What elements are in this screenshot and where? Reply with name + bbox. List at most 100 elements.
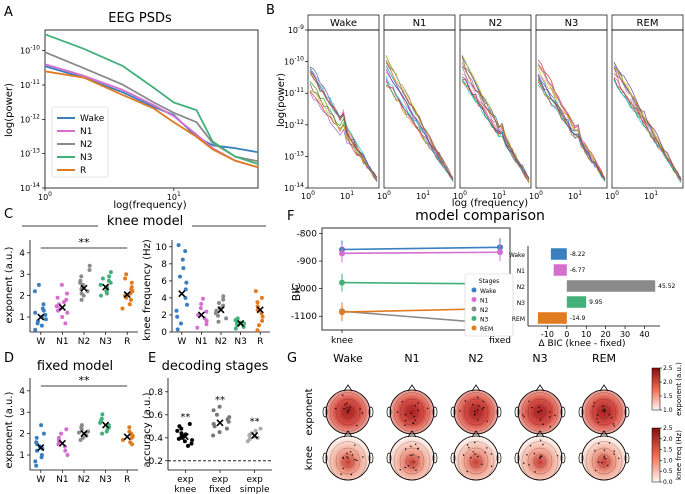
g-contour xyxy=(405,454,419,468)
strip-sig-marker: ** xyxy=(79,374,91,387)
g-electrode xyxy=(346,402,348,404)
strip-xtick-label: R xyxy=(124,475,130,485)
strip-ytick-label: 6 xyxy=(161,277,167,287)
f-xtick-label: knee xyxy=(331,336,353,346)
g-electrode xyxy=(597,461,600,463)
strip-point xyxy=(248,436,252,441)
f-bar-value-label: 45.52 xyxy=(658,283,675,290)
strip-point xyxy=(183,287,188,292)
g-contour xyxy=(341,405,355,419)
strip-xtick-label: exp xyxy=(177,475,194,485)
strip-point xyxy=(43,312,48,317)
panel-c-exponent-strip: 1 2 3 4 W N1 N2 N3 R ** xyxy=(19,236,138,347)
g-row-label-exponent: exponent xyxy=(304,388,315,435)
g-electrode xyxy=(350,451,352,453)
strip-point xyxy=(221,294,226,299)
strip-point xyxy=(186,443,190,448)
g-electrode xyxy=(404,414,407,416)
strip-point xyxy=(34,463,39,468)
strip-point xyxy=(258,426,263,431)
g-contour xyxy=(585,441,623,481)
g-ear-left xyxy=(450,452,456,464)
strip-point xyxy=(127,425,132,430)
g-electrode xyxy=(603,455,605,457)
g-colorbar-tick-label: 0.0 xyxy=(663,479,673,486)
b-subject-psd-line xyxy=(461,65,530,178)
f-bar-value-label: -6.77 xyxy=(570,267,586,274)
g-electrode xyxy=(462,454,465,456)
panel-f-legend xyxy=(464,273,514,337)
g-electrode xyxy=(361,412,364,414)
a-ytick-label: 10-10 xyxy=(20,45,40,56)
g-electrode xyxy=(490,453,492,455)
g-colorbar-tick-label: 2.0 xyxy=(663,436,673,443)
strip-point xyxy=(204,309,209,314)
f-bar-category-label: N2 xyxy=(517,284,525,291)
g-electrode xyxy=(522,414,524,416)
legend-label-n1: N1 xyxy=(80,127,92,137)
b-subject-psd-line xyxy=(385,76,454,181)
g-electrode xyxy=(539,439,542,441)
g-electrode xyxy=(356,459,358,462)
g-contour xyxy=(399,447,425,475)
g-electrode xyxy=(554,414,556,417)
strip-point xyxy=(41,302,46,307)
strip-point xyxy=(106,278,111,283)
panel-letter-a: A xyxy=(4,5,13,20)
g-electrode xyxy=(594,469,597,472)
panel-c-knee-strip: 0 2 4 6 8 10 W N1 N2 N3 R xyxy=(156,240,270,347)
g-electrode xyxy=(342,467,344,470)
strip-xtick-label: N1 xyxy=(56,475,68,485)
strip-xtick-label: R xyxy=(257,337,263,347)
strip-ytick-label: 2 xyxy=(161,311,167,321)
e-sig-marker: ** xyxy=(250,417,260,428)
g-electrode xyxy=(346,456,348,458)
strip-ytick-label: 1 xyxy=(19,313,25,323)
g-electrode xyxy=(410,412,412,414)
f-bar-xtick-label: 10 xyxy=(581,330,591,339)
g-contour xyxy=(335,447,361,475)
b-subject-psd-line xyxy=(385,59,454,179)
strip-point xyxy=(124,272,129,277)
g-colorbar-tick-label: 2.5 xyxy=(663,425,673,432)
g-electrode xyxy=(604,410,606,412)
strip-point xyxy=(39,323,44,328)
g-electrode xyxy=(484,451,486,454)
g-electrode xyxy=(417,409,419,411)
f-legend-swatch-rem xyxy=(471,325,477,331)
strip-ytick-label: 0 xyxy=(161,328,167,338)
g-electrode xyxy=(613,453,615,455)
g-colorbar-tick-label: 2.5 xyxy=(663,365,673,372)
strip-point xyxy=(224,316,229,321)
strip-point xyxy=(55,295,60,300)
strip-point xyxy=(175,327,180,332)
f-bic-point xyxy=(339,309,345,316)
strip-point xyxy=(175,428,180,433)
b-ytick-label: 10-12 xyxy=(284,119,304,130)
b-ytick-label: 10-11 xyxy=(284,87,304,98)
b-stage-label-n2: N2 xyxy=(489,18,503,29)
strip-ytick-label: 4 xyxy=(161,294,167,304)
strip-point xyxy=(128,440,133,445)
g-ear-right xyxy=(496,452,502,464)
strip-point xyxy=(77,430,81,435)
legend-label-n3: N3 xyxy=(80,153,92,163)
f-legend-label-n3: N3 xyxy=(480,317,488,324)
g-electrode xyxy=(464,400,467,402)
g-stage-label-n3: N3 xyxy=(532,352,547,365)
b-xtick-label: 101 xyxy=(340,190,354,201)
b-ytick-label: 10-14 xyxy=(284,182,304,193)
g-colorbar-tick-label: 1.0 xyxy=(663,407,673,414)
g-electrode xyxy=(607,464,609,467)
b-xtick-label: 101 xyxy=(644,190,658,201)
f-bar-n2 xyxy=(566,280,656,292)
strip-ytick-label: 0.8 xyxy=(149,388,164,398)
strip-point xyxy=(79,291,84,296)
strip-xtick-label2: simple xyxy=(240,485,270,494)
b-axes xyxy=(459,29,532,189)
panel-f-bars: -10 0 10 20 30 40 Wake -8.22 N1 -6.77 N2 45.52 N3 9.9… xyxy=(509,246,676,339)
g-row-label-knee: knee xyxy=(304,446,315,470)
strip-point xyxy=(127,429,132,434)
strip-xtick-label: N2 xyxy=(78,475,90,485)
g-electrode xyxy=(528,464,530,466)
